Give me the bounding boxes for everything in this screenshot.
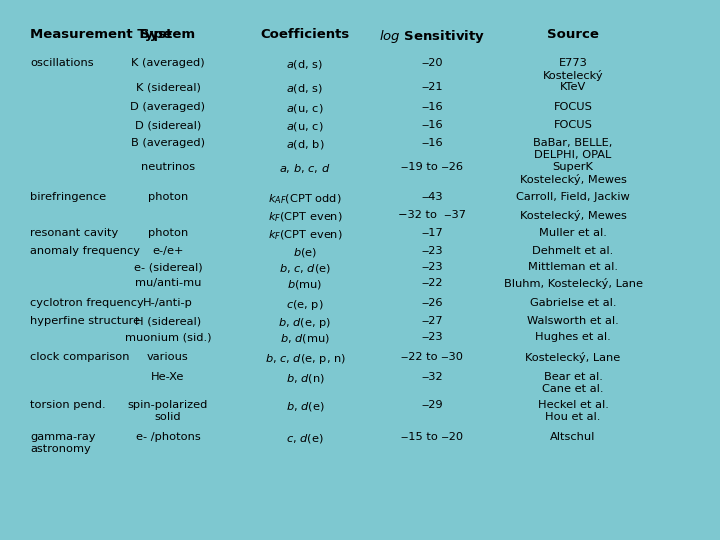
Text: ‒16: ‒16 — [421, 138, 443, 148]
Text: $k_{AF}$(CPT odd): $k_{AF}$(CPT odd) — [269, 192, 342, 206]
Text: various: various — [147, 352, 189, 362]
Text: $a$(u, c): $a$(u, c) — [287, 102, 324, 115]
Text: ‒23: ‒23 — [421, 332, 443, 342]
Text: E773
Kostelecký: E773 Kostelecký — [543, 58, 603, 81]
Text: Heckel et al.
Hou et al.: Heckel et al. Hou et al. — [538, 400, 608, 422]
Text: ‒26: ‒26 — [421, 298, 443, 308]
Text: Gabrielse et al.: Gabrielse et al. — [530, 298, 616, 308]
Text: D (averaged): D (averaged) — [130, 102, 205, 112]
Text: $\mathit{log}$ Sensitivity: $\mathit{log}$ Sensitivity — [379, 28, 485, 45]
Text: Kostelecký, Lane: Kostelecký, Lane — [526, 352, 621, 363]
Text: ‒15 to ‒20: ‒15 to ‒20 — [401, 432, 463, 442]
Text: ‒43: ‒43 — [421, 192, 443, 202]
Text: spin-polarized
solid: spin-polarized solid — [128, 400, 208, 422]
Text: $b$, $c$, $d$(e): $b$, $c$, $d$(e) — [279, 262, 331, 275]
Text: ‒22 to ‒30: ‒22 to ‒30 — [401, 352, 463, 362]
Text: D (sidereal): D (sidereal) — [135, 120, 201, 130]
Text: Altschul: Altschul — [550, 432, 595, 442]
Text: cyclotron frequency: cyclotron frequency — [30, 298, 144, 308]
Text: $b$, $c$, $d$(e, p, n): $b$, $c$, $d$(e, p, n) — [264, 352, 346, 366]
Text: $b$, $d$(e, p): $b$, $d$(e, p) — [279, 316, 331, 330]
Text: ‒16: ‒16 — [421, 102, 443, 112]
Text: Bluhm, Kostelecký, Lane: Bluhm, Kostelecký, Lane — [503, 278, 642, 289]
Text: resonant cavity: resonant cavity — [30, 228, 118, 238]
Text: Muller et al.: Muller et al. — [539, 228, 607, 238]
Text: ‒29: ‒29 — [421, 400, 443, 410]
Text: $k_{F}$(CPT even): $k_{F}$(CPT even) — [268, 210, 342, 224]
Text: ‒20: ‒20 — [421, 58, 443, 68]
Text: muonium (sid.): muonium (sid.) — [125, 332, 211, 342]
Text: ‒19 to ‒26: ‒19 to ‒26 — [401, 162, 463, 172]
Text: $b$(mu): $b$(mu) — [287, 278, 323, 291]
Text: gamma-ray
astronomy: gamma-ray astronomy — [30, 432, 96, 454]
Text: Bear et al.
Cane et al.: Bear et al. Cane et al. — [542, 372, 604, 394]
Text: H-/anti-p: H-/anti-p — [143, 298, 193, 308]
Text: Coefficients: Coefficients — [261, 28, 350, 41]
Text: Measurement Type: Measurement Type — [30, 28, 172, 41]
Text: System: System — [140, 28, 196, 41]
Text: $a$(d, s): $a$(d, s) — [287, 58, 323, 71]
Text: ‒32: ‒32 — [421, 372, 443, 382]
Text: Walsworth et al.: Walsworth et al. — [527, 316, 619, 326]
Text: KTeV: KTeV — [560, 82, 586, 92]
Text: $a$(u, c): $a$(u, c) — [287, 120, 324, 133]
Text: birefringence: birefringence — [30, 192, 106, 202]
Text: $c$(e, p): $c$(e, p) — [287, 298, 324, 312]
Text: $a$, $b$, $c$, $d$: $a$, $b$, $c$, $d$ — [279, 162, 330, 175]
Text: torsion pend.: torsion pend. — [30, 400, 106, 410]
Text: ‒23: ‒23 — [421, 246, 443, 256]
Text: photon: photon — [148, 228, 188, 238]
Text: $b$, $d$(e): $b$, $d$(e) — [286, 400, 324, 413]
Text: neutrinos: neutrinos — [141, 162, 195, 172]
Text: e-/e+: e-/e+ — [153, 246, 184, 256]
Text: Dehmelt et al.: Dehmelt et al. — [532, 246, 613, 256]
Text: K (sidereal): K (sidereal) — [135, 82, 200, 92]
Text: FOCUS: FOCUS — [554, 102, 593, 112]
Text: ‒22: ‒22 — [421, 278, 443, 288]
Text: K (averaged): K (averaged) — [131, 58, 204, 68]
Text: e- /photons: e- /photons — [135, 432, 200, 442]
Text: $b$, $d$(n): $b$, $d$(n) — [286, 372, 325, 385]
Text: Mittleman et al.: Mittleman et al. — [528, 262, 618, 272]
Text: B (averaged): B (averaged) — [131, 138, 205, 148]
Text: ‒17: ‒17 — [421, 228, 443, 238]
Text: FOCUS: FOCUS — [554, 120, 593, 130]
Text: e- (sidereal): e- (sidereal) — [134, 262, 202, 272]
Text: He-Xe: He-Xe — [151, 372, 185, 382]
Text: ‒21: ‒21 — [421, 82, 443, 92]
Text: Kostelecký, Mewes: Kostelecký, Mewes — [520, 210, 626, 221]
Text: $a$(d, s): $a$(d, s) — [287, 82, 323, 95]
Text: hyperfine structure: hyperfine structure — [30, 316, 140, 326]
Text: anomaly frequency: anomaly frequency — [30, 246, 140, 256]
Text: photon: photon — [148, 192, 188, 202]
Text: BaBar, BELLE,
DELPHI, OPAL: BaBar, BELLE, DELPHI, OPAL — [534, 138, 613, 160]
Text: Source: Source — [547, 28, 599, 41]
Text: H (sidereal): H (sidereal) — [135, 316, 201, 326]
Text: $b$, $d$(mu): $b$, $d$(mu) — [280, 332, 330, 345]
Text: −32 to  ‒37: −32 to ‒37 — [398, 210, 466, 220]
Text: Carroll, Field, Jackiw: Carroll, Field, Jackiw — [516, 192, 630, 202]
Text: SuperK
Kostelecký, Mewes: SuperK Kostelecký, Mewes — [520, 162, 626, 185]
Text: ‒23: ‒23 — [421, 262, 443, 272]
Text: $k_{F}$(CPT even): $k_{F}$(CPT even) — [268, 228, 342, 241]
Text: oscillations: oscillations — [30, 58, 94, 68]
Text: $c$, $d$(e): $c$, $d$(e) — [287, 432, 324, 445]
Text: $b$(e): $b$(e) — [293, 246, 317, 259]
Text: Hughes et al.: Hughes et al. — [535, 332, 611, 342]
Text: ‒27: ‒27 — [421, 316, 443, 326]
Text: ‒16: ‒16 — [421, 120, 443, 130]
Text: mu/anti-mu: mu/anti-mu — [135, 278, 201, 288]
Text: clock comparison: clock comparison — [30, 352, 130, 362]
Text: $a$(d, b): $a$(d, b) — [286, 138, 324, 151]
